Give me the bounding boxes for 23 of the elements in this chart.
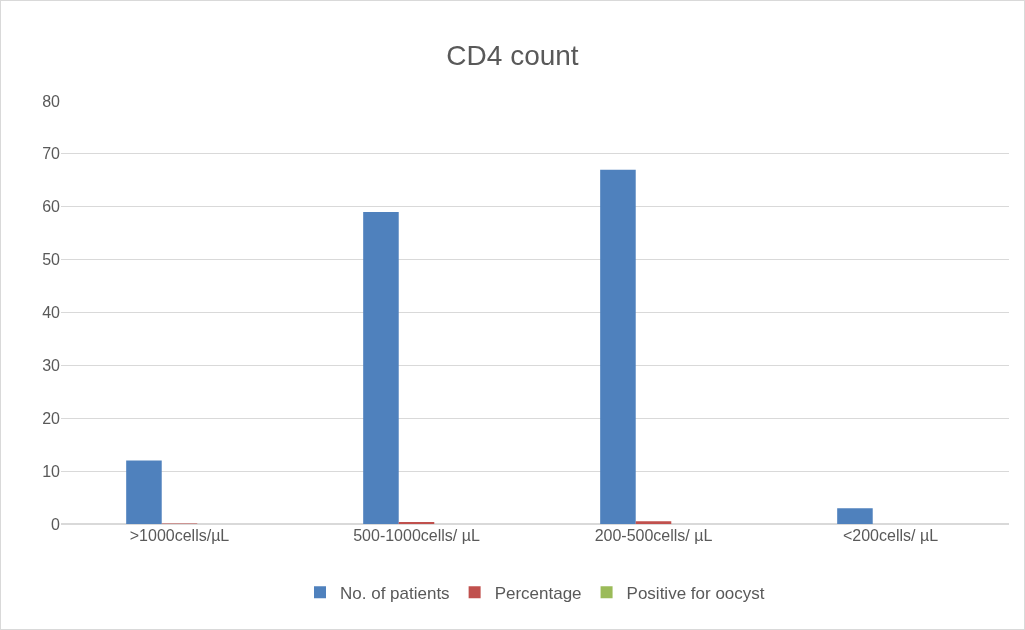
x-tick-label: >1000cells/µL <box>129 527 230 544</box>
y-tick-label: 40 <box>42 304 61 322</box>
y-tick-label: 70 <box>42 145 61 163</box>
y-tick-label: 80 <box>42 92 61 110</box>
y-tick-label: 60 <box>42 198 61 216</box>
y-tick-label: 10 <box>42 462 61 480</box>
x-tick-label: <200cells/ µL <box>842 527 939 544</box>
y-tick-label: 0 <box>51 515 61 533</box>
bar <box>600 169 636 524</box>
bar <box>635 521 672 524</box>
y-tick-label: 30 <box>42 356 61 374</box>
bar <box>837 508 873 524</box>
legend-label: Percentage <box>494 583 582 603</box>
x-tick-label: 500-1000cells/ µL <box>353 527 480 544</box>
legend-label: No. of patients <box>340 583 450 603</box>
y-tick-label: 50 <box>42 251 61 269</box>
y-tick-label: 20 <box>42 409 61 427</box>
bar <box>126 460 162 524</box>
legend-label: Positive for oocyst <box>626 583 765 603</box>
x-tick-label: 200-500cells/ µL <box>594 527 713 544</box>
bar <box>398 521 435 524</box>
chart-title: CD4 count <box>446 39 579 71</box>
bar <box>363 212 399 524</box>
